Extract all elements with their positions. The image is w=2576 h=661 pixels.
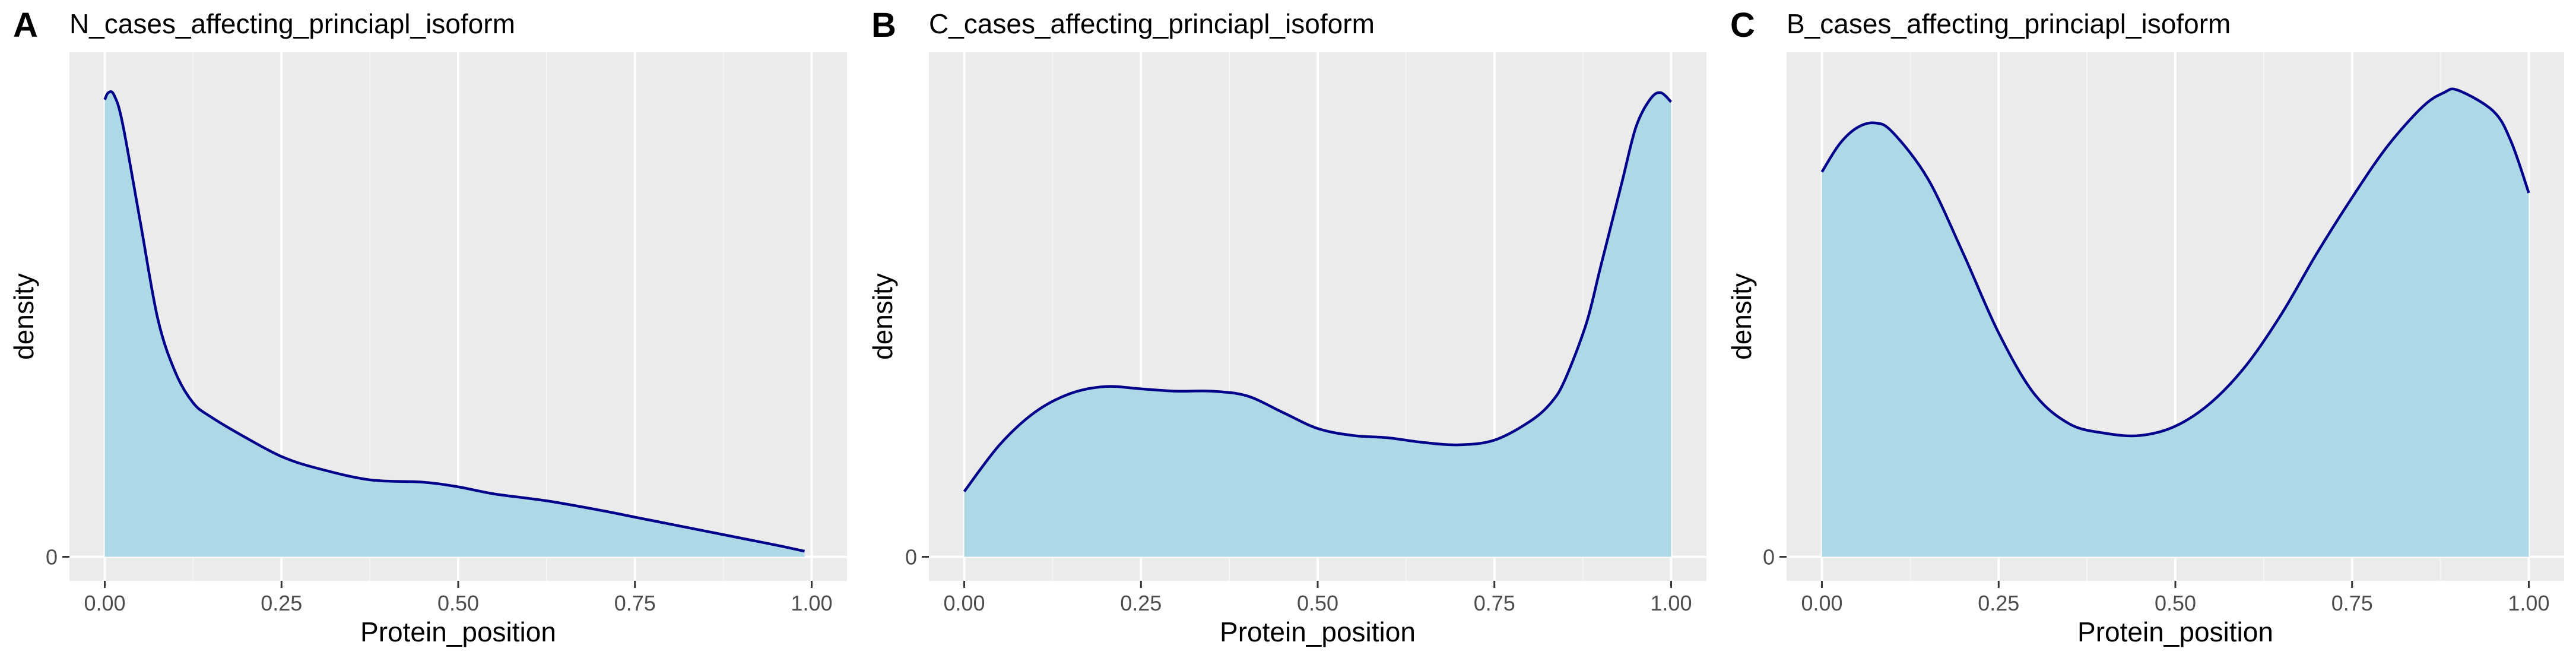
panel-b-x-axis-title: Protein_position [1220, 616, 1416, 647]
panel-a-x-tick-label: 0.00 [84, 591, 126, 615]
panel-c: C B_cases_affecting_princiapl_isoform 0.… [1726, 6, 2564, 647]
panel-a-y-axis-title: density [8, 273, 39, 360]
panel-b-y-axis-title: density [867, 273, 898, 360]
panel-c-x-tick-label: 1.00 [2508, 591, 2549, 615]
panel-c-x-tick-label: 0.50 [2155, 591, 2196, 615]
panel-b-x-tick-label: 0.25 [1120, 591, 1162, 615]
panel-c-tag: C [1730, 6, 1755, 45]
panel-a-x-axis-title: Protein_position [360, 616, 556, 647]
panel-b-density-line [963, 91, 1673, 492]
panel-a-density-line [103, 90, 805, 553]
panel-c-x-tick-label: 0.75 [2331, 591, 2373, 615]
panel-b-x-tick-label: 1.00 [1650, 591, 1692, 615]
panel-c-density-area [1822, 88, 2529, 557]
panel-c-x-tick-label: 0.00 [1801, 591, 1843, 615]
panel-b-x-tick-label: 0.75 [1474, 591, 1515, 615]
panel-a-axes: 0.00 0.25 0.50 0.75 1.00 0 [46, 545, 833, 615]
panel-a-x-tick-label: 0.50 [437, 591, 479, 615]
panel-c-y-tick-label: 0 [1763, 545, 1775, 570]
panel-a: A N_cases_affecting_princiapl_isoform 0.… [8, 6, 847, 647]
panel-b-x-tick-label: 0.00 [944, 591, 985, 615]
panel-b-marks [963, 91, 1673, 557]
panel-a-x-tick-label: 0.25 [261, 591, 302, 615]
panel-c-x-tick-label: 0.25 [1978, 591, 2019, 615]
panel-a-y-tick-label: 0 [46, 545, 58, 570]
panel-b-x-tick-label: 0.50 [1297, 591, 1338, 615]
panel-a-marks [103, 90, 805, 557]
panel-b: B C_cases_affecting_princiapl_isoform 0.… [867, 6, 1706, 647]
panel-b-title: C_cases_affecting_princiapl_isoform [929, 8, 1375, 39]
panel-c-density-line [1820, 87, 2530, 438]
panel-b-tag: B [871, 6, 896, 45]
panel-a-x-tick-label: 0.75 [614, 591, 656, 615]
panel-b-y-tick-label: 0 [905, 545, 917, 570]
panel-a-x-tick-label: 1.00 [791, 591, 832, 615]
panel-a-title: N_cases_affecting_princiapl_isoform [69, 8, 515, 39]
panel-c-y-axis-title: density [1726, 273, 1757, 360]
panel-c-x-axis-title: Protein_position [2077, 616, 2273, 647]
panel-a-tag: A [13, 6, 38, 45]
panel-b-axes: 0.00 0.25 0.50 0.75 1.00 0 [905, 545, 1692, 615]
panel-c-axes: 0.00 0.25 0.50 0.75 1.00 0 [1763, 545, 2550, 615]
panel-c-marks [1820, 87, 2530, 557]
panel-a-density-area [104, 91, 805, 557]
panel-c-title: B_cases_affecting_princiapl_isoform [1787, 8, 2231, 39]
